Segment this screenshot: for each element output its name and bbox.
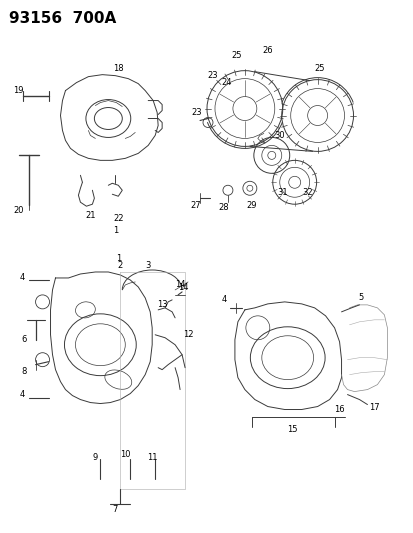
Text: 21: 21 xyxy=(85,211,95,220)
Text: 26: 26 xyxy=(262,46,273,55)
Text: 1: 1 xyxy=(115,254,121,263)
Text: 14: 14 xyxy=(178,284,188,293)
Text: 4: 4 xyxy=(20,273,25,282)
Text: 7: 7 xyxy=(112,505,118,514)
Text: 25: 25 xyxy=(231,51,242,60)
Text: 23: 23 xyxy=(207,71,218,80)
Text: 2: 2 xyxy=(117,261,123,270)
Text: 11: 11 xyxy=(147,453,157,462)
Text: 28: 28 xyxy=(218,203,229,212)
Text: 93156  700A: 93156 700A xyxy=(9,11,116,26)
Text: 13: 13 xyxy=(157,301,167,309)
Text: 16: 16 xyxy=(333,405,344,414)
Text: 29: 29 xyxy=(246,201,256,209)
Text: 23: 23 xyxy=(191,108,202,117)
Text: 5: 5 xyxy=(358,293,363,302)
Text: 4: 4 xyxy=(221,295,226,304)
Text: 18: 18 xyxy=(113,64,123,73)
Text: 22: 22 xyxy=(113,214,123,223)
Text: 12: 12 xyxy=(183,330,193,340)
Text: 1: 1 xyxy=(112,225,118,235)
Text: 9: 9 xyxy=(93,453,98,462)
Text: 6: 6 xyxy=(21,335,26,344)
Text: 20: 20 xyxy=(13,206,24,215)
Text: 4: 4 xyxy=(20,390,25,399)
Text: 10: 10 xyxy=(120,450,130,459)
Text: 27: 27 xyxy=(190,201,201,209)
Text: 15: 15 xyxy=(287,425,297,434)
Text: 25: 25 xyxy=(313,64,324,73)
Text: 8: 8 xyxy=(21,367,26,376)
Text: 19: 19 xyxy=(13,86,24,95)
Text: 17: 17 xyxy=(368,403,379,412)
Text: 30: 30 xyxy=(274,131,285,140)
Text: 31: 31 xyxy=(277,188,287,197)
Text: 14: 14 xyxy=(174,280,185,289)
Text: 32: 32 xyxy=(301,188,312,197)
Text: 24: 24 xyxy=(221,78,232,87)
Text: 3: 3 xyxy=(145,261,150,270)
